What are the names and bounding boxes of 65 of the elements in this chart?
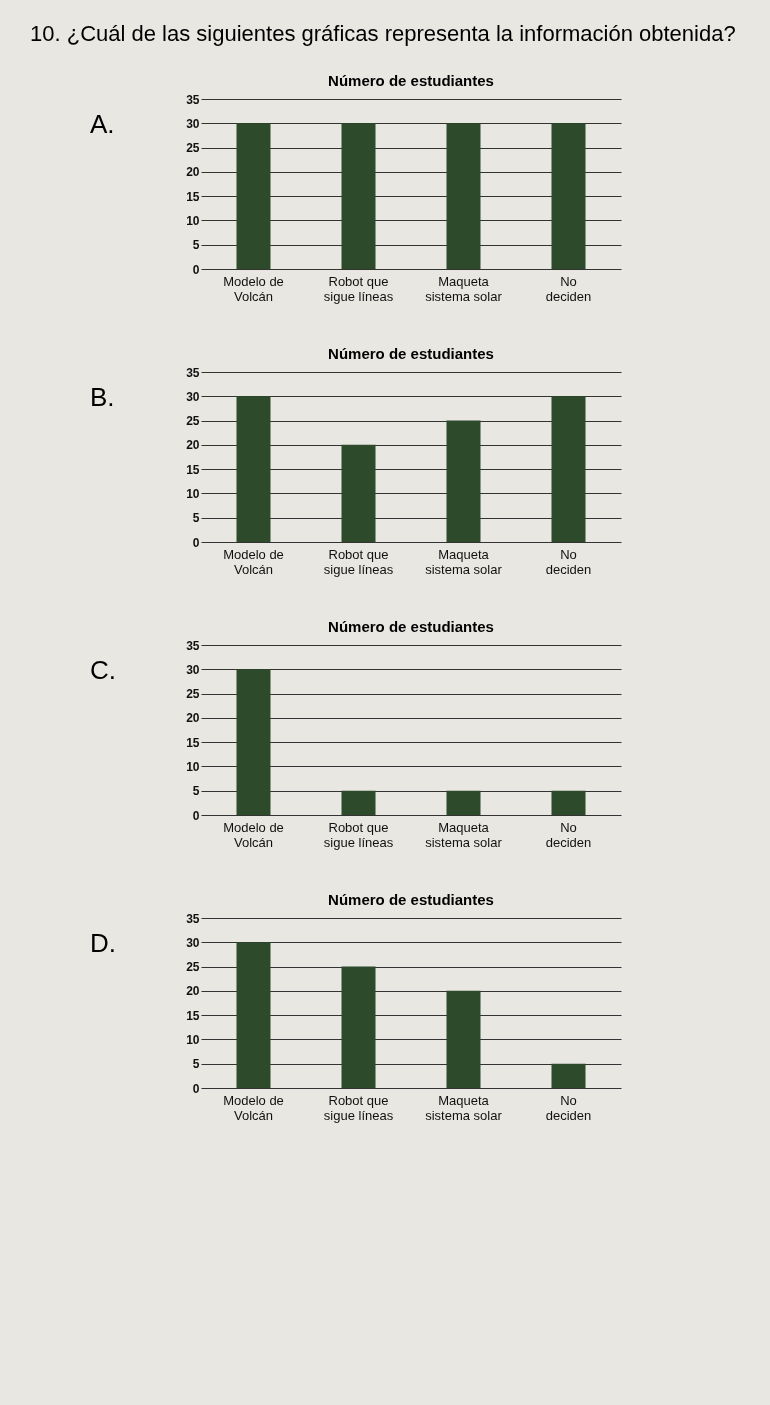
y-tick-label: 30 bbox=[186, 935, 200, 950]
bar bbox=[551, 1063, 586, 1088]
y-tick-label: 35 bbox=[186, 365, 200, 380]
y-tick-label: 35 bbox=[186, 638, 200, 653]
y-tick-label: 15 bbox=[186, 735, 200, 750]
chart-title: Número de estudiantes bbox=[328, 890, 494, 908]
y-tick-label: 20 bbox=[186, 164, 200, 179]
y-tick-label: 15 bbox=[186, 189, 200, 204]
y-tick-label: 25 bbox=[186, 686, 200, 701]
x-tick-label: Robot que sigue líneas bbox=[323, 819, 394, 850]
x-tick-label: Modelo de Volcán bbox=[223, 273, 284, 304]
y-tick-label: 10 bbox=[186, 759, 200, 774]
y-tick-label: 15 bbox=[186, 462, 200, 477]
chart-title: Número de estudiantes bbox=[328, 617, 494, 635]
y-tick-label: 5 bbox=[192, 1056, 200, 1071]
y-tick-label: 20 bbox=[186, 710, 200, 725]
text: A. bbox=[89, 107, 116, 140]
text: 10. ¿Cuál de las siguientes gráficas representa la información obtenida? bbox=[30, 20, 737, 48]
x-tick-label: Robot que sigue líneas bbox=[323, 546, 394, 577]
y-tick-label: 0 bbox=[192, 808, 200, 823]
x-tick-label: Modelo de Volcán bbox=[223, 819, 284, 850]
bar bbox=[446, 420, 481, 542]
y-tick-label: 25 bbox=[186, 959, 200, 974]
y-tick-label: 20 bbox=[186, 437, 200, 452]
x-tick-label: No deciden bbox=[545, 1092, 592, 1123]
y-tick-label: 5 bbox=[192, 510, 200, 525]
y-tick-label: 0 bbox=[192, 535, 200, 550]
x-tick-label: Robot que sigue líneas bbox=[323, 1092, 394, 1123]
x-tick-label: Modelo de Volcán bbox=[223, 1092, 284, 1123]
text: D. bbox=[89, 926, 117, 959]
bar bbox=[236, 395, 271, 542]
x-tick-label: No deciden bbox=[545, 819, 592, 850]
y-tick-label: 10 bbox=[186, 486, 200, 501]
x-tick-label: Maqueta sistema solar bbox=[425, 546, 503, 577]
y-tick-label: 30 bbox=[186, 662, 200, 677]
bar bbox=[446, 990, 481, 1088]
y-tick-label: 25 bbox=[186, 413, 200, 428]
y-tick-label: 0 bbox=[192, 1081, 200, 1096]
y-tick-label: 25 bbox=[186, 140, 200, 155]
text: C. bbox=[89, 653, 117, 686]
y-tick-label: 30 bbox=[186, 116, 200, 131]
x-tick-label: Robot que sigue líneas bbox=[323, 273, 394, 304]
y-tick-label: 15 bbox=[186, 1008, 200, 1023]
y-tick-label: 20 bbox=[186, 983, 200, 998]
bar bbox=[341, 444, 376, 542]
y-tick-label: 5 bbox=[192, 783, 200, 798]
chart-title: Número de estudiantes bbox=[328, 344, 494, 362]
bar bbox=[236, 941, 271, 1088]
y-tick-label: 0 bbox=[192, 262, 200, 277]
x-tick-label: Maqueta sistema solar bbox=[425, 1092, 503, 1123]
x-tick-label: No deciden bbox=[545, 546, 592, 577]
y-tick-label: 10 bbox=[186, 213, 200, 228]
x-tick-label: Modelo de Volcán bbox=[223, 546, 284, 577]
y-tick-label: 35 bbox=[186, 911, 200, 926]
x-tick-label: Maqueta sistema solar bbox=[425, 273, 503, 304]
y-tick-label: 5 bbox=[192, 237, 200, 252]
x-tick-label: No deciden bbox=[545, 273, 592, 304]
y-tick-label: 30 bbox=[186, 389, 200, 404]
y-tick-label: 10 bbox=[186, 1032, 200, 1047]
x-tick-label: Maqueta sistema solar bbox=[425, 819, 503, 850]
y-tick-label: 35 bbox=[186, 92, 200, 107]
chart-title: Número de estudiantes bbox=[328, 71, 494, 89]
bar bbox=[341, 966, 376, 1088]
bar bbox=[551, 395, 586, 542]
text: B. bbox=[89, 380, 116, 413]
